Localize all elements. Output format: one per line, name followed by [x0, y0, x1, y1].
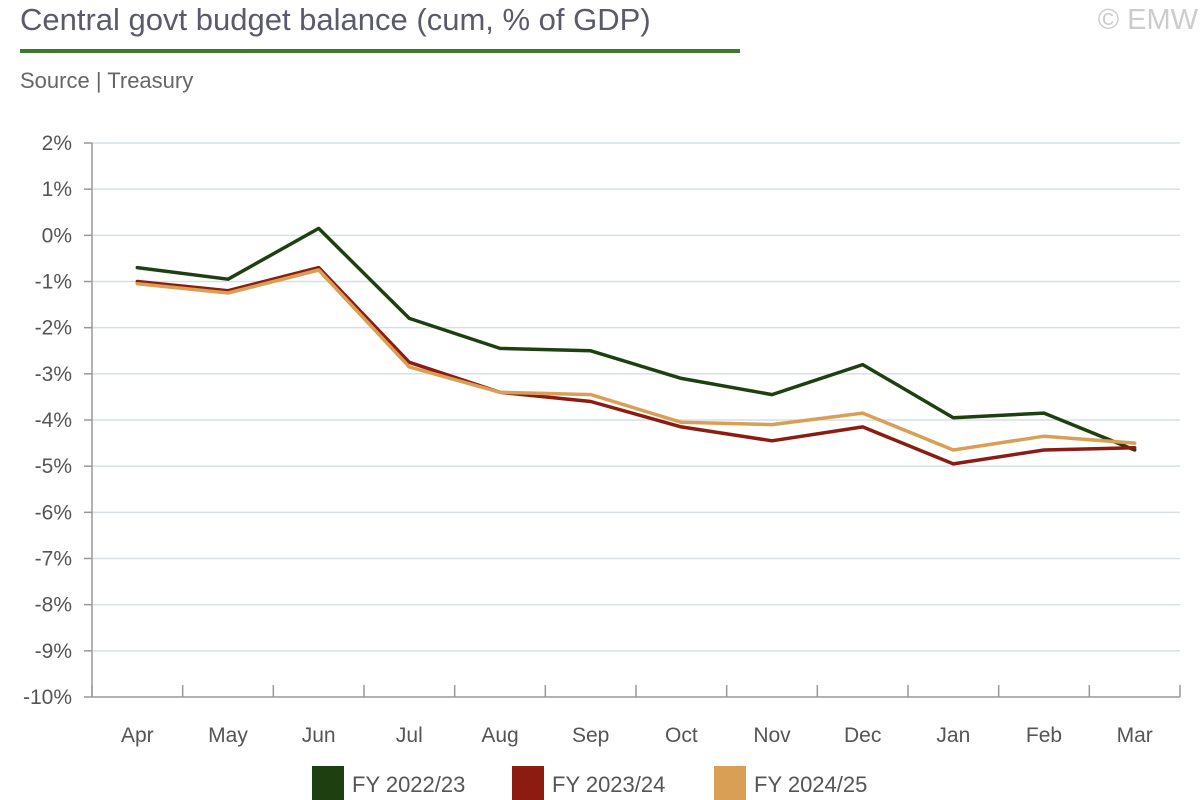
y-tick-label: 1%: [42, 178, 72, 201]
legend-label-3: FY 2024/25: [754, 772, 867, 797]
legend-swatch-1: [312, 766, 344, 800]
series-line-2: [135, 265, 1137, 466]
copyright-notice: © EMW: [1097, 4, 1198, 36]
x-tick-label: Dec: [844, 724, 881, 747]
y-tick-label: 2%: [42, 132, 72, 155]
series-line-1: [135, 226, 1137, 452]
y-tick-label: -6%: [35, 501, 72, 524]
chart-title: Central govt budget balance (cum, % of G…: [20, 2, 651, 37]
x-tick-label: Jan: [936, 724, 970, 747]
x-tick-label: Sep: [572, 724, 609, 747]
legend-swatch-3: [714, 766, 746, 800]
x-tick-label: Oct: [665, 724, 698, 747]
y-tick-label: -10%: [23, 686, 72, 709]
y-tick-label: -9%: [35, 640, 72, 663]
x-tick-label: Jun: [302, 724, 336, 747]
y-tick-label: -1%: [35, 271, 72, 294]
y-tick-label: -8%: [35, 594, 72, 617]
x-tick-label: Feb: [1026, 724, 1062, 747]
y-tick-label: -3%: [35, 363, 72, 386]
x-tick-label: May: [208, 724, 248, 747]
y-tick-label: -7%: [35, 548, 72, 571]
y-tick-label: -5%: [35, 455, 72, 478]
y-tick-label: -2%: [35, 317, 72, 340]
legend-label-2: FY 2023/24: [552, 772, 665, 797]
x-tick-label: Apr: [121, 724, 154, 747]
legend-swatch-2: [512, 766, 544, 800]
x-tick-label: Jul: [396, 724, 423, 747]
x-tick-label: Nov: [753, 724, 791, 747]
y-tick-label: 0%: [42, 224, 72, 247]
x-tick-label: Aug: [481, 724, 518, 747]
y-tick-label: -4%: [35, 409, 72, 432]
source-note: Source | Treasury: [20, 68, 194, 93]
x-tick-label: Mar: [1117, 724, 1153, 747]
title-underline: [20, 49, 740, 53]
legend-label-1: FY 2022/23: [352, 772, 465, 797]
series-line-3: [135, 268, 1137, 452]
